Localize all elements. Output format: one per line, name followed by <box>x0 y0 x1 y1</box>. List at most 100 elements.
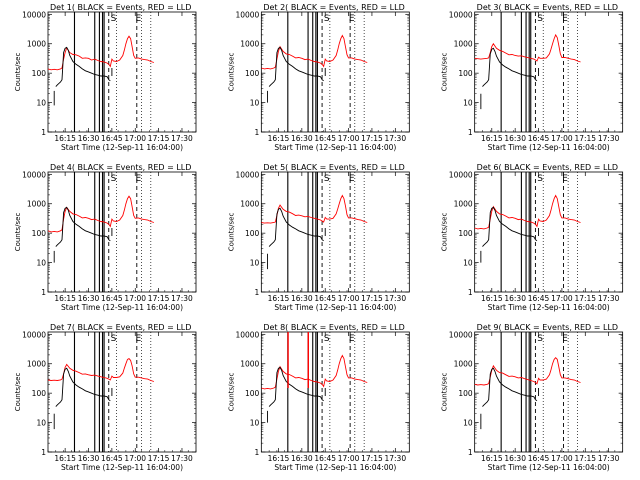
plot-area <box>474 332 581 452</box>
series-lld <box>474 33 581 63</box>
x-tick-label: 16:45 <box>314 294 336 303</box>
x-tick-label: 16:15 <box>54 134 76 143</box>
panel-title: Det 6( BLACK = Events, RED = LLD <box>477 163 618 172</box>
y-tick-label: 1000 <box>240 40 259 49</box>
plot-area <box>48 172 155 292</box>
series-lld <box>261 194 368 224</box>
x-tick-label: 17:15 <box>148 134 170 143</box>
x-tick-label: 16:30 <box>291 134 313 143</box>
x-tick-label: 17:00 <box>338 454 360 463</box>
x-tick-label: 16:45 <box>528 294 550 303</box>
plot-area <box>261 12 368 132</box>
y-tick-label: 100 <box>245 389 260 398</box>
x-tick-label: 17:30 <box>598 454 620 463</box>
plot-area <box>474 172 581 292</box>
x-tick-label: 16:30 <box>291 294 313 303</box>
panel-det-6: Det 6( BLACK = Events, RED = LLD 1 10 100 10… <box>441 163 624 312</box>
x-tick-label: 16:15 <box>481 294 503 303</box>
panel-title: Det 5( BLACK = Events, RED = LLD <box>263 163 404 172</box>
y-tick-label: 1000 <box>454 40 473 49</box>
panel-title: Det 2( BLACK = Events, RED = LLD <box>263 3 404 12</box>
x-tick-label: 17:15 <box>574 294 596 303</box>
series-events <box>482 206 538 247</box>
panel-title: Det 8( BLACK = Events, RED = LLD <box>263 323 404 332</box>
x-tick-label: 17:15 <box>574 134 596 143</box>
panel-title: Det 9( BLACK = Events, RED = LLD <box>477 323 618 332</box>
marker-label: E <box>349 14 355 24</box>
panel-det-9: Det 9( BLACK = Events, RED = LLD 1 10 100 10… <box>441 323 624 472</box>
x-tick-label: 17:30 <box>384 454 406 463</box>
series-lld_spikes <box>287 332 289 388</box>
x-tick-label: 17:00 <box>551 454 573 463</box>
y-tick-label: 1 <box>468 288 473 297</box>
y-tick-label: 100 <box>32 69 47 78</box>
x-tick-label: 16:15 <box>268 454 290 463</box>
x-tick-label: 16:45 <box>314 454 336 463</box>
y-axis-label: Counts/sec <box>14 53 22 92</box>
x-tick-label: 16:30 <box>291 454 313 463</box>
marker-label: E <box>136 14 142 24</box>
marker-label: E <box>562 14 568 24</box>
x-tick-label: 17:15 <box>148 454 170 463</box>
x-tick-label: 17:00 <box>338 294 360 303</box>
y-axis-label: Counts/sec <box>227 53 235 92</box>
marker-label: S <box>111 334 117 344</box>
plot-area <box>474 12 581 132</box>
x-tick-label: 17:30 <box>384 294 406 303</box>
x-axis-label: Start Time (12-Sep-11 16:04:00) <box>61 143 183 152</box>
series-lld <box>474 194 581 230</box>
marker-label: E <box>136 174 142 184</box>
y-tick-label: 10 <box>463 99 473 108</box>
y-tick-label: 1000 <box>454 200 473 209</box>
y-tick-label: 1000 <box>240 200 259 209</box>
x-tick-label: 16:30 <box>504 294 526 303</box>
y-tick-label: 1000 <box>240 360 259 369</box>
series-events <box>482 367 538 407</box>
x-tick-label: 17:00 <box>338 134 360 143</box>
x-tick-label: 17:15 <box>574 454 596 463</box>
plot-area <box>261 172 368 292</box>
series-events <box>55 367 111 407</box>
panel-det-7: Det 7( BLACK = Events, RED = LLD 1 10 100 10… <box>14 323 197 472</box>
marker-label: S <box>324 334 330 344</box>
marker-label: S <box>111 174 117 184</box>
x-axis-label: Start Time (12-Sep-11 16:04:00) <box>61 463 183 472</box>
series-events <box>268 366 324 407</box>
plot-frame <box>47 11 197 133</box>
x-axis-label: Start Time (12-Sep-11 16:04:00) <box>488 143 610 152</box>
marker-label: S <box>537 174 543 184</box>
x-tick-label: 17:15 <box>361 294 383 303</box>
y-axis-label: Counts/sec <box>441 53 449 92</box>
y-tick-label: 10 <box>36 419 46 428</box>
x-tick-label: 16:45 <box>101 134 123 143</box>
series-lld <box>48 358 155 382</box>
y-tick-label: 10 <box>250 419 260 428</box>
x-tick-label: 17:00 <box>124 454 146 463</box>
x-axis-label: Start Time (12-Sep-11 16:04:00) <box>274 303 396 312</box>
y-tick-label: 100 <box>245 69 260 78</box>
y-tick-label: 1000 <box>27 200 46 209</box>
y-tick-label: 10000 <box>449 10 473 19</box>
y-axis-label: Counts/sec <box>14 213 22 252</box>
x-tick-label: 17:00 <box>551 294 573 303</box>
x-tick-label: 16:15 <box>268 134 290 143</box>
panel-title: Det 4( BLACK = Events, RED = LLD <box>50 163 191 172</box>
plot-frame <box>474 11 624 133</box>
panel-det-5: Det 5( BLACK = Events, RED = LLD 1 10 100 10… <box>227 163 410 312</box>
y-tick-label: 10 <box>36 99 46 108</box>
plot-frame <box>260 11 410 133</box>
plot-frame <box>260 171 410 293</box>
x-tick-label: 16:30 <box>504 134 526 143</box>
plot-frame <box>474 331 624 453</box>
x-axis-label: Start Time (12-Sep-11 16:04:00) <box>488 303 610 312</box>
x-tick-label: 16:15 <box>54 294 76 303</box>
series-events <box>268 46 324 87</box>
marker-label: S <box>324 174 330 184</box>
x-tick-label: 16:15 <box>481 454 503 463</box>
panel-title: Det 3( BLACK = Events, RED = LLD <box>477 3 618 12</box>
marker-label: S <box>537 14 543 24</box>
x-tick-label: 16:45 <box>101 294 123 303</box>
plot-area <box>48 332 155 452</box>
plot-area <box>261 332 368 452</box>
